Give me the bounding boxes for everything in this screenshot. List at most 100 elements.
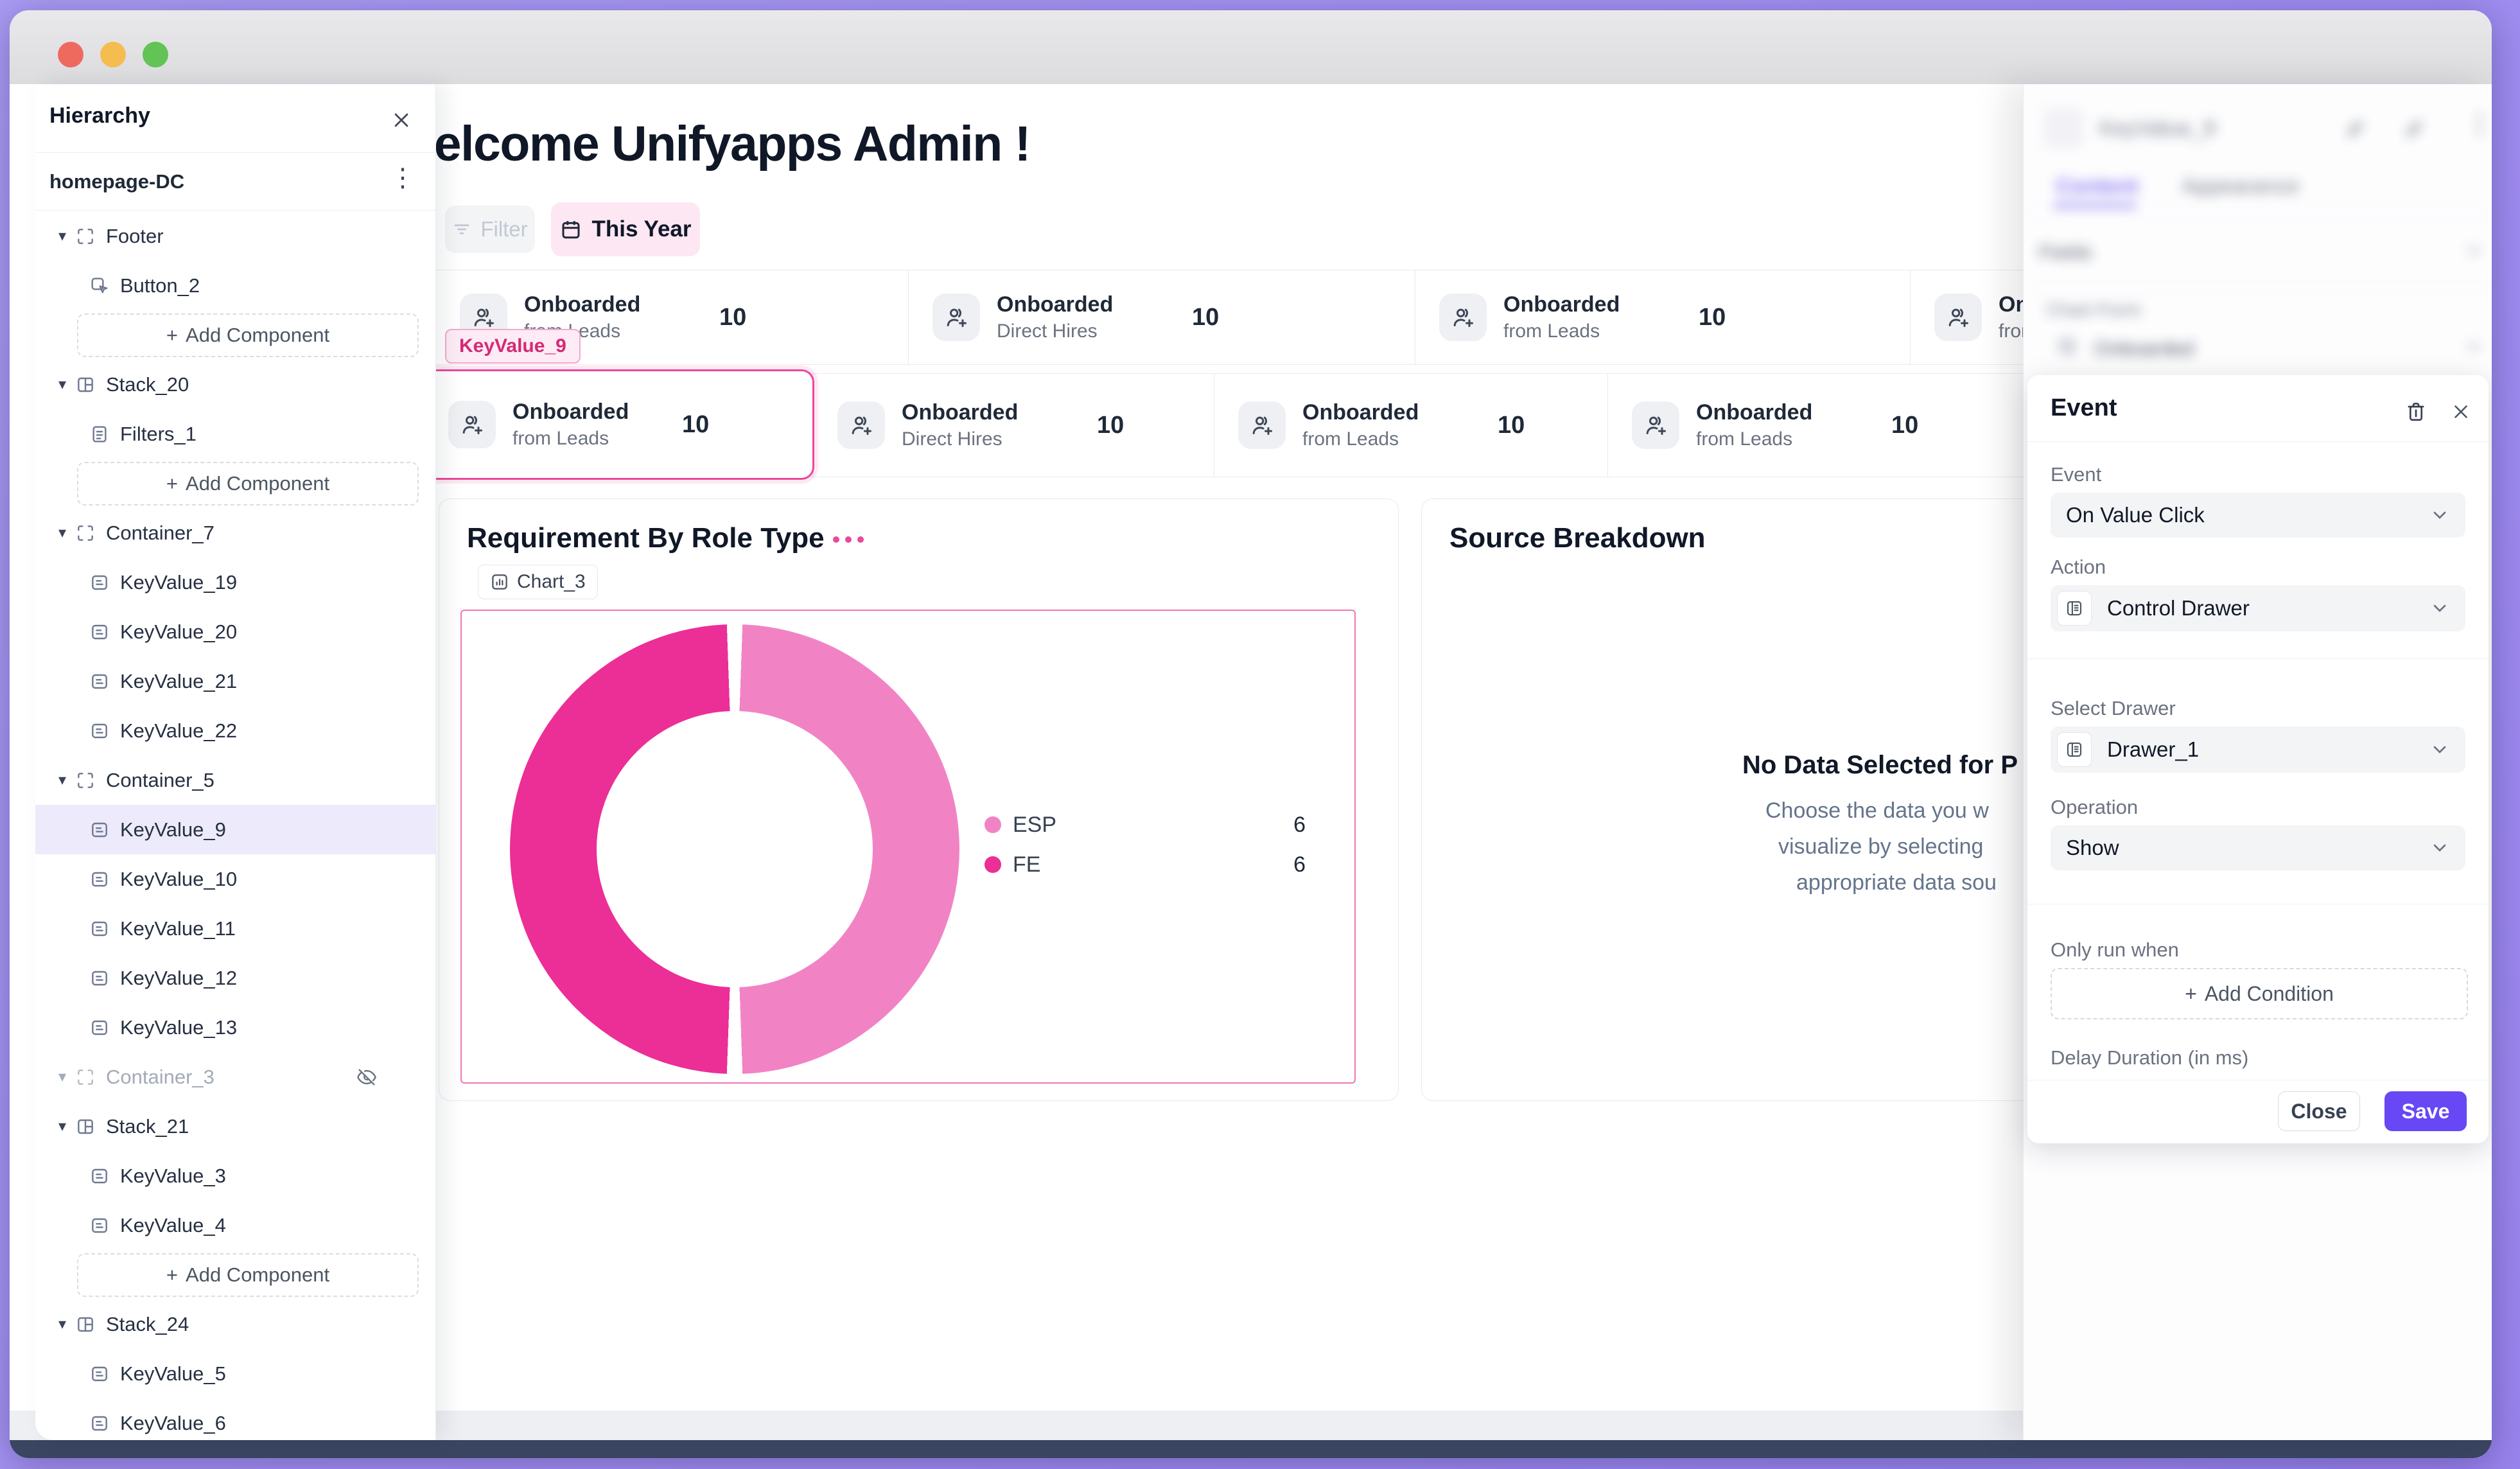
tree-item-keyvalue-20[interactable]: KeyValue_20 — [35, 607, 435, 656]
tree-item-keyvalue-5[interactable]: KeyValue_5 — [35, 1349, 435, 1398]
bar-chart-icon — [490, 572, 509, 592]
close-window-button[interactable] — [58, 42, 83, 67]
close-icon[interactable] — [390, 109, 413, 132]
tree-add-component-row: + Add Component — [35, 310, 435, 360]
chevron-down-icon — [2429, 838, 2450, 858]
calendar-icon — [559, 218, 582, 241]
edit-icon[interactable] — [2345, 118, 2367, 139]
chevron-expanded-icon[interactable]: ▾ — [58, 524, 67, 541]
tree-item-footer[interactable]: ▾ Footer — [58, 224, 164, 247]
tree-item-keyvalue-11[interactable]: KeyValue_11 — [35, 904, 435, 953]
button-icon — [89, 276, 110, 296]
tree-item-container-7[interactable]: ▾ Container_7 — [58, 521, 214, 544]
drawer-component-title: KeyValue_9 — [2099, 116, 2216, 141]
operation-field-label: Operation — [2051, 796, 2139, 818]
add-component-button[interactable]: + Add Component — [77, 461, 419, 506]
keyvalue-icon — [89, 721, 110, 741]
user-plus-icon — [932, 294, 980, 341]
tree-root-homepage-dc[interactable]: homepage-DC — [49, 170, 185, 193]
properties-drawer: KeyValue_9 ⋮ Content Appearance Fields C… — [2023, 84, 2492, 1440]
chevron-expanded-icon[interactable]: ▾ — [58, 1315, 67, 1333]
action-select[interactable]: Control Drawer — [2051, 585, 2465, 631]
card-menu-icon[interactable] — [833, 536, 864, 543]
tree-item-keyvalue-10[interactable]: KeyValue_10 — [35, 854, 435, 904]
period-this-year-button[interactable]: This Year — [551, 202, 700, 256]
tree-item-keyvalue-9-selected[interactable]: KeyValue_9 — [35, 805, 435, 854]
user-plus-icon — [1632, 401, 1679, 449]
add-component-button[interactable]: + Add Component — [77, 1253, 419, 1297]
tree-item-keyvalue-3[interactable]: KeyValue_3 — [35, 1151, 435, 1201]
hierarchy-tree: ▾ Footer Button_2 + Add Component ▾ Stack… — [35, 211, 435, 1440]
kpi-card-onboarded-direct-hires[interactable]: Onboarded Direct Hires 10 — [908, 270, 1415, 364]
tree-item-keyvalue-4[interactable]: KeyValue_4 — [35, 1201, 435, 1250]
kebab-menu-icon[interactable]: ⋮ — [390, 164, 416, 192]
event-field-label: Event — [2051, 463, 2102, 486]
fields-label: Fields — [2039, 241, 2092, 263]
tree-item-keyvalue-19[interactable]: KeyValue_19 — [35, 558, 435, 607]
tree-add-component-row: + Add Component — [35, 459, 435, 508]
tree-item-container-3-hidden[interactable]: ▾ Container_3 — [35, 1052, 435, 1102]
add-condition-button[interactable]: + Add Condition — [2051, 968, 2468, 1019]
kpi-card-onboarded-direct-hires[interactable]: Onboarded Direct Hires 10 — [813, 374, 1214, 477]
drawer-icon — [2057, 732, 2092, 767]
chevron-expanded-icon[interactable]: ▾ — [58, 771, 67, 789]
minimize-window-button[interactable] — [100, 42, 126, 67]
maximize-window-button[interactable] — [143, 42, 168, 67]
chart-component-chip: Chart_3 — [478, 565, 598, 599]
tree-item-stack-24[interactable]: ▾ Stack_24 — [58, 1312, 189, 1335]
trash-icon[interactable] — [2404, 400, 2428, 424]
legend-item: FE 6 — [984, 845, 1306, 884]
tree-item-keyvalue-6[interactable]: KeyValue_6 — [35, 1398, 435, 1440]
tree-add-component-row: + Add Component — [35, 1250, 435, 1299]
save-button[interactable]: Save — [2384, 1091, 2467, 1131]
tree-item-keyvalue-12[interactable]: KeyValue_12 — [35, 953, 435, 1003]
app-window: Welcome Unifyapps Admin ! Filter This Ye… — [10, 10, 2492, 1458]
no-data-title: No Data Selected for P — [1742, 751, 2018, 779]
no-data-line: visualize by selecting — [1778, 834, 1984, 859]
edit-icon[interactable] — [2404, 118, 2426, 139]
window-titlebar — [10, 10, 2492, 85]
chevron-down-icon[interactable] — [2464, 337, 2483, 356]
event-select[interactable]: On Value Click — [2051, 493, 2465, 538]
chevron-expanded-icon[interactable]: ▾ — [58, 227, 67, 245]
kebab-menu-icon[interactable]: ⋮ — [2467, 110, 2492, 138]
chevron-expanded-icon[interactable]: ▾ — [58, 1118, 67, 1135]
tree-item-button-2[interactable]: Button_2 — [35, 261, 435, 310]
select-drawer-select[interactable]: Drawer_1 — [2051, 726, 2465, 773]
select-drawer-field-label: Select Drawer — [2051, 697, 2176, 719]
tree-item-keyvalue-21[interactable]: KeyValue_21 — [35, 656, 435, 706]
donut-hole — [597, 711, 873, 987]
chevron-expanded-icon[interactable]: ▾ — [58, 1068, 67, 1086]
tab-appearance[interactable]: Appearance — [2182, 174, 2300, 198]
operation-select[interactable]: Show — [2051, 825, 2465, 870]
stack-icon — [75, 1116, 96, 1137]
chevron-down-icon[interactable] — [2464, 241, 2483, 260]
tree-item-stack-21[interactable]: ▾ Stack_21 — [58, 1114, 189, 1138]
requirement-by-role-type-card: Requirement By Role Type Chart_3 ESP 6 F… — [439, 498, 1399, 1101]
close-icon[interactable] — [2450, 401, 2472, 423]
tab-content[interactable]: Content — [2056, 174, 2139, 198]
user-plus-icon — [448, 401, 496, 448]
keyvalue-icon — [89, 869, 110, 890]
tree-item-container-5[interactable]: ▾ Container_5 — [58, 768, 214, 791]
legend-item: ESP 6 — [984, 805, 1306, 845]
donut-chart[interactable] — [510, 624, 959, 1074]
kpi-card-selected-onboarded-from-leads[interactable]: Onboarded from Leads 10 — [424, 369, 814, 480]
eye-off-icon[interactable] — [356, 1066, 378, 1088]
tree-item-filters-1[interactable]: Filters_1 — [35, 409, 435, 459]
keyvalue-icon — [89, 572, 110, 593]
close-button[interactable]: Close — [2278, 1091, 2360, 1131]
add-component-button[interactable]: + Add Component — [77, 313, 419, 357]
filter-button[interactable]: Filter — [445, 206, 535, 253]
chevron-expanded-icon[interactable]: ▾ — [58, 376, 67, 393]
tree-item-stack-20[interactable]: ▾ Stack_20 — [58, 373, 189, 396]
container-icon — [75, 523, 96, 543]
container-icon — [75, 1067, 96, 1087]
tab-active-underline — [2053, 204, 2137, 207]
tree-item-keyvalue-22[interactable]: KeyValue_22 — [35, 706, 435, 755]
tree-item-keyvalue-13[interactable]: KeyValue_13 — [35, 1003, 435, 1052]
